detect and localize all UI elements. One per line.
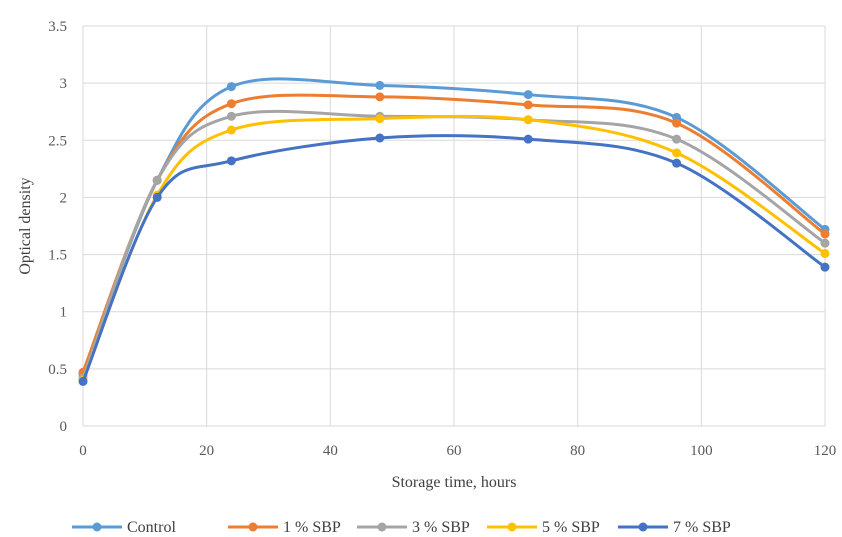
y-axis-title: Optical density: [17, 177, 34, 274]
x-tick-label: 60: [447, 443, 462, 459]
data-point: [375, 92, 385, 102]
data-point: [820, 248, 830, 258]
legend-label: 5 % SBP: [542, 519, 600, 536]
data-point: [152, 192, 162, 202]
data-point: [672, 134, 682, 144]
series-7-sbp: [78, 133, 830, 386]
data-point: [152, 175, 162, 185]
legend-item-5-sbp: 5 % SBP: [487, 519, 600, 536]
legend-marker: [248, 522, 258, 532]
axes: 0 0.5 1 1.5 2 2.5 3 3.5 0 20 40 60 80 100 120: [48, 19, 836, 459]
legend: Control 1 % SBP 3 % SBP 5 % SBP 7 % SBP: [72, 519, 731, 536]
data-point: [820, 229, 830, 239]
legend-label: 1 % SBP: [283, 519, 341, 536]
legend-marker: [92, 522, 102, 532]
data-point: [523, 100, 533, 110]
data-point: [226, 125, 236, 135]
data-point: [672, 148, 682, 158]
data-point: [226, 82, 236, 92]
legend-item-7-sbp: 7 % SBP: [618, 519, 731, 536]
legend-item-1-sbp: 1 % SBP: [228, 519, 341, 536]
series-lines: [78, 77, 830, 386]
y-tick-label: 0.5: [48, 362, 67, 378]
data-point: [672, 158, 682, 168]
data-point: [523, 115, 533, 125]
legend-marker: [638, 522, 648, 532]
legend-label: 7 % SBP: [673, 519, 731, 536]
legend-item-3-sbp: 3 % SBP: [357, 519, 470, 536]
y-tick-label: 1: [60, 305, 68, 321]
data-point: [523, 90, 533, 100]
data-point: [226, 156, 236, 166]
legend-label: 3 % SBP: [412, 519, 470, 536]
legend-item-control: Control: [72, 519, 176, 536]
y-tick-label: 0: [60, 419, 68, 435]
y-tick-label: 2: [60, 190, 68, 206]
gridlines: [82, 25, 826, 427]
data-point: [375, 114, 385, 124]
data-point: [672, 118, 682, 128]
y-tick-label: 3.5: [48, 19, 67, 35]
legend-marker: [377, 522, 387, 532]
x-tick-label: 80: [570, 443, 585, 459]
data-point: [820, 238, 830, 248]
data-point: [523, 134, 533, 144]
y-tick-label: 2.5: [48, 133, 67, 149]
x-tick-label: 120: [814, 443, 837, 459]
y-tick-label: 3: [60, 76, 68, 92]
x-tick-label: 40: [323, 443, 338, 459]
x-axis-title: Storage time, hours: [392, 474, 517, 491]
data-point: [375, 80, 385, 90]
data-point: [820, 262, 830, 272]
data-point: [78, 376, 88, 386]
legend-label: Control: [127, 519, 176, 536]
x-tick-label: 100: [690, 443, 713, 459]
data-point: [226, 99, 236, 109]
y-tick-label: 1.5: [48, 248, 67, 264]
x-tick-label: 0: [79, 443, 87, 459]
data-point: [375, 133, 385, 143]
legend-marker: [507, 522, 517, 532]
data-point: [226, 111, 236, 121]
x-tick-label: 20: [199, 443, 214, 459]
